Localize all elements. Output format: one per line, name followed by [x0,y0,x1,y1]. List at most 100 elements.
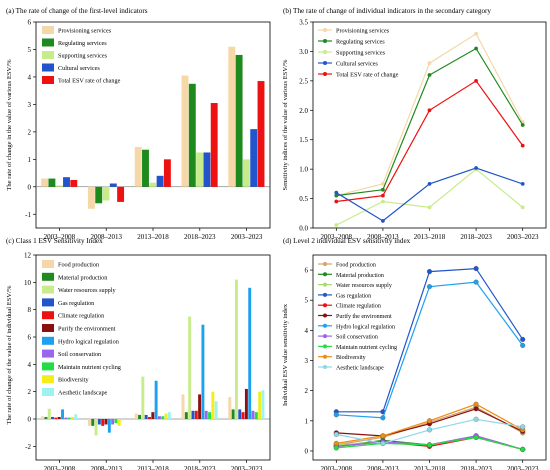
bar [231,409,235,419]
legend-label: Material production [336,273,384,279]
y-tick-label: 0.0 [299,225,308,233]
y-tick-label: 2 [28,388,32,396]
panel-d-ylabel: Individual ESV value sensitivity index [282,303,289,406]
legend-label: Gas regulation [58,300,94,307]
bar [164,413,168,419]
bar [167,412,171,419]
data-point [426,418,433,424]
panel-b-title: (b) The rate of change of individual ind… [283,7,491,15]
bar [134,146,142,187]
legend-label: Food production [336,263,376,269]
bar [121,419,125,421]
x-tick-label: 2008–2013 [90,465,122,470]
bar [63,177,70,187]
legend-swatch [42,26,54,34]
legend-marker [323,292,327,297]
legend-label: Purify the environment [336,313,392,320]
bar [181,394,185,419]
x-tick-label: 2003–2023 [507,465,539,470]
legend-label: Total ESV rate of change [336,72,399,79]
legend-label: Biodiversity [336,355,366,361]
data-point [520,342,526,348]
x-tick-label: 2003–2008 [321,233,353,241]
legend-label: Water resources supply [336,283,392,289]
legend-label: Hydro logical regulation [336,324,395,330]
legend-swatch [42,375,54,384]
legend-swatch [42,51,54,59]
data-point [520,123,525,127]
bar [234,279,238,419]
data-point [381,187,385,192]
x-tick-label: 2013–2018 [137,233,169,241]
bar [44,416,48,419]
series-line [335,167,523,222]
data-point [381,181,385,186]
bar [184,412,188,419]
y-tick-label: 6 [28,334,32,342]
legend-swatch [42,38,54,47]
data-point [381,193,385,198]
bar [214,401,218,419]
data-point [334,199,339,204]
panel-a-ylabel: The rate of change in the value of vario… [6,59,13,191]
legend-label: Biodiversity [58,377,89,384]
data-point [427,73,432,77]
panel-d: (d) Level 2 individual ESV sensitivity i… [282,237,547,470]
legend-marker [323,61,327,65]
data-point [333,440,339,446]
y-tick-label: 1.5 [299,136,308,144]
bar [156,175,164,187]
bar [101,419,105,426]
bar [87,419,91,426]
bar [67,417,71,419]
y-tick-label: 0 [28,183,32,191]
x-tick-label: 2003–2008 [44,465,76,470]
legend-label: Supporting services [58,53,108,60]
legend-label: Food production [58,262,99,269]
y-tick-label: 1 [305,417,309,425]
y-tick-label: 10 [24,279,32,287]
x-tick-label: 2003–2023 [231,465,263,470]
x-tick-label: 2003–2008 [321,465,353,470]
bar [142,149,149,187]
legend-label: Regulating services [336,39,385,46]
data-point [380,415,386,421]
legend-label: Supporting services [336,50,386,57]
data-point [473,406,479,412]
bar [61,409,64,419]
legend-swatch [42,63,54,72]
legend-label: Provisioning services [58,28,112,35]
data-point [520,143,525,148]
y-tick-label: 2.0 [299,107,308,115]
data-point [474,31,478,36]
bar [94,419,98,436]
legend-swatch [42,388,54,396]
legend-marker [323,334,327,339]
bar [257,81,265,187]
x-tick-label: 2003–2023 [507,233,539,241]
bar [91,419,95,426]
bar [95,186,103,204]
x-tick-label: 2013–2018 [137,465,169,470]
legend-marker [323,303,327,308]
bar [235,54,243,187]
legend-label: Aesthetic landscape [58,390,108,397]
panel-a-title: (a) The rate of change of the first-leve… [6,7,148,15]
y-tick-label: 4 [28,73,32,81]
bar [201,324,205,419]
y-tick-label: 0 [305,447,309,455]
data-point [520,181,525,186]
bar [161,416,165,419]
bar [251,410,255,419]
legend-label: Hydro logical regulation [58,338,119,345]
bar [148,416,151,419]
data-point [426,427,433,433]
bar [163,159,171,187]
bar [198,394,202,419]
y-tick-label: 12 [24,252,32,260]
legend-swatch [42,362,54,371]
bar [117,186,125,202]
panel-c-title: (c) Class 1 ESV Sensitivity Index [6,237,103,245]
data-point [426,442,433,448]
bar [157,416,161,419]
